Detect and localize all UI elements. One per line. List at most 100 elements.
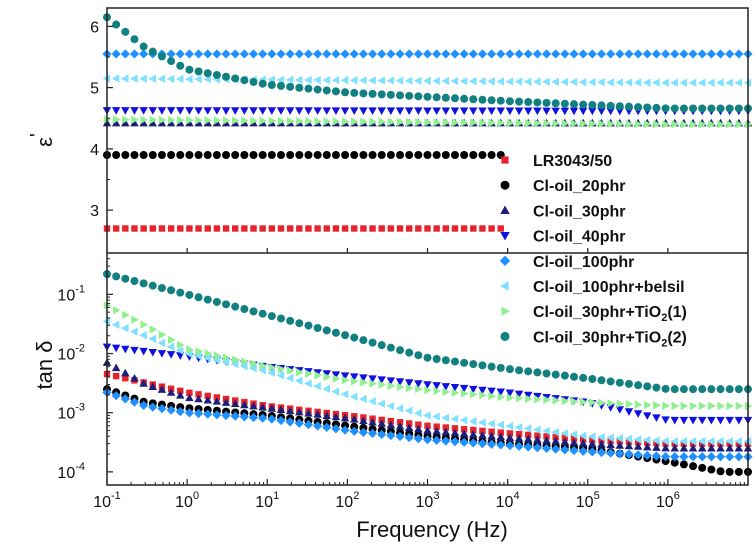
eps-point (624, 78, 633, 87)
tan-point (258, 309, 267, 318)
y-tick-label-upper: 5 (90, 81, 99, 98)
tan-point (524, 391, 533, 400)
tan-point (717, 440, 724, 447)
eps-point (213, 225, 221, 232)
eps-point (120, 49, 130, 59)
tan-point (414, 351, 423, 360)
y-tick-label-upper: 4 (90, 142, 99, 159)
tan-point (195, 391, 202, 398)
eps-point (212, 151, 221, 159)
tan-point (734, 467, 743, 476)
eps-point (112, 151, 121, 159)
eps-point (405, 91, 414, 100)
tan-point (241, 357, 249, 366)
eps-point (414, 92, 423, 101)
eps-point (111, 74, 120, 83)
eps-point (358, 49, 368, 59)
eps-point (121, 27, 130, 36)
eps-point (404, 49, 414, 59)
tan-point (442, 387, 451, 397)
tan-point (706, 452, 716, 462)
tan-point (140, 320, 149, 329)
eps-point (496, 77, 504, 86)
eps-point (258, 107, 267, 115)
tan-point (130, 327, 138, 336)
tan-point (433, 386, 442, 396)
tan-point (616, 399, 625, 408)
eps-point (176, 107, 185, 115)
eps-point (680, 120, 689, 129)
eps-point (129, 49, 140, 59)
eps-point (578, 49, 588, 59)
tan-point (313, 421, 323, 431)
eps-point (204, 116, 213, 125)
eps-point (616, 119, 625, 129)
legend-label: Cl-oil_30phr (533, 203, 625, 220)
eps-point (248, 49, 259, 59)
eps-point (514, 49, 524, 59)
eps-point (250, 225, 257, 232)
tan-point (276, 371, 285, 380)
tan-point (295, 319, 304, 328)
eps-point (157, 151, 166, 159)
eps-point (725, 78, 733, 87)
eps-point (432, 107, 441, 116)
tan-point (670, 436, 678, 446)
tan-point (717, 401, 725, 411)
tan-point (688, 443, 698, 452)
eps-point (534, 119, 542, 128)
tan-point (404, 379, 414, 387)
tan-point (276, 415, 286, 426)
tan-point (698, 463, 707, 472)
legend-item: Cl-oil_20phr (500, 178, 625, 195)
eps-point (322, 49, 332, 59)
eps-point (231, 107, 240, 115)
tan-point (487, 362, 496, 371)
eps-point (569, 49, 579, 59)
eps-point (111, 107, 121, 115)
tan-point (698, 385, 707, 394)
eps-point (139, 49, 149, 59)
eps-point (469, 95, 478, 104)
eps-point (295, 83, 304, 92)
tan-point (450, 428, 460, 437)
tan-point (523, 442, 533, 452)
series-upper-7 (103, 13, 752, 113)
tan-point (679, 443, 689, 452)
tan-point (661, 443, 670, 452)
tan-point (487, 419, 495, 428)
eps-point (551, 49, 561, 59)
eps-point (644, 119, 652, 129)
eps-point (349, 76, 358, 85)
tan-point (212, 297, 221, 306)
tan-point (148, 348, 157, 357)
tan-point (680, 440, 688, 447)
eps-point (368, 89, 377, 98)
tan-point (514, 390, 524, 399)
series-upper-4 (102, 49, 753, 59)
tan-point (633, 410, 643, 418)
eps-point (624, 49, 634, 59)
eps-point (642, 78, 651, 87)
eps-point (121, 107, 130, 115)
eps-point (468, 77, 477, 86)
eps-point (158, 225, 166, 232)
eps-point (194, 74, 202, 84)
tan-point (441, 413, 450, 422)
eps-point (167, 151, 176, 159)
eps-point (396, 151, 405, 159)
eps-point (222, 116, 231, 125)
eps-point (615, 102, 624, 111)
tan-point (523, 424, 532, 433)
tan-point (258, 403, 267, 411)
eps-point (423, 107, 432, 116)
tan-point (487, 439, 497, 449)
tan-point (148, 382, 157, 391)
tan-point (460, 426, 468, 433)
legend-item: Cl-oil_30phr+TiO2(2) (500, 329, 687, 349)
eps-point (122, 115, 130, 124)
tan-point (359, 336, 368, 345)
eps-point (313, 75, 321, 85)
eps-point (368, 76, 376, 85)
tan-point (432, 435, 442, 445)
